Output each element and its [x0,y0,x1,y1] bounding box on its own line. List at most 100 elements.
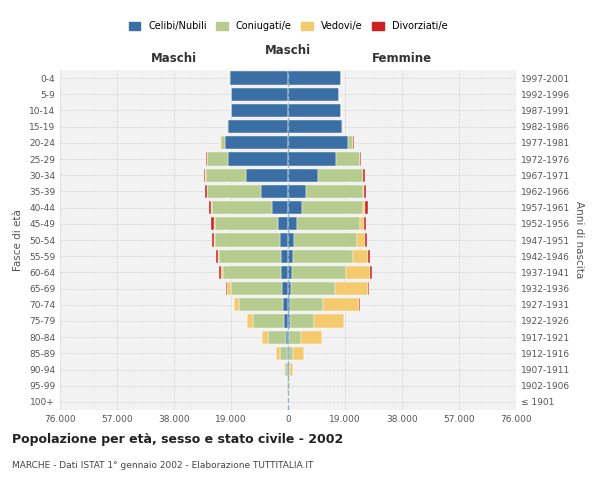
Bar [284,314,288,328]
Bar [262,330,268,344]
Bar [293,250,353,263]
Bar [288,104,341,117]
Bar [348,136,353,149]
Bar [363,201,365,214]
Bar [215,217,277,230]
Bar [214,234,215,246]
Bar [209,201,211,214]
Text: Maschi: Maschi [151,52,197,65]
Bar [219,250,281,263]
Bar [283,298,288,312]
Bar [365,234,367,246]
Y-axis label: Fasce di età: Fasce di età [13,209,23,271]
Bar [228,152,288,166]
Bar [216,250,218,263]
Bar [290,298,323,312]
Bar [205,168,246,182]
Bar [288,152,336,166]
Bar [281,266,288,279]
Bar [288,217,297,230]
Bar [363,185,364,198]
Bar [289,379,290,392]
Bar [357,234,365,246]
Bar [364,185,366,198]
Bar [288,185,306,198]
Bar [353,250,367,263]
Bar [323,298,359,312]
Bar [286,363,287,376]
Bar [288,250,293,263]
Bar [346,266,370,279]
Bar [290,314,314,328]
Bar [229,72,288,85]
Bar [288,168,318,182]
Bar [261,185,288,198]
Bar [246,168,288,182]
Bar [218,266,221,279]
Bar [290,363,293,376]
Bar [288,72,341,85]
Bar [302,201,363,214]
Bar [336,152,360,166]
Bar [231,282,282,295]
Bar [287,379,288,392]
Bar [225,136,288,149]
Bar [314,314,344,328]
Bar [204,168,205,182]
Bar [286,330,288,344]
Bar [367,250,370,263]
Bar [280,346,287,360]
Bar [247,314,253,328]
Bar [212,234,214,246]
Bar [215,234,280,246]
Bar [287,346,288,360]
Bar [288,346,289,360]
Bar [205,185,207,198]
Bar [288,234,294,246]
Bar [277,217,288,230]
Bar [289,363,290,376]
Bar [268,330,286,344]
Bar [289,346,293,360]
Bar [212,201,271,214]
Text: Popolazione per età, sesso e stato civile - 2002: Popolazione per età, sesso e stato civil… [12,432,343,446]
Bar [293,346,304,360]
Bar [223,266,281,279]
Bar [292,266,346,279]
Bar [318,168,363,182]
Bar [306,185,363,198]
Bar [282,282,288,295]
Text: MARCHE - Dati ISTAT 1° gennaio 2002 - Elaborazione TUTTITALIA.IT: MARCHE - Dati ISTAT 1° gennaio 2002 - El… [12,460,313,469]
Bar [207,185,261,198]
Bar [294,234,357,246]
Bar [370,266,372,279]
Y-axis label: Anni di nascita: Anni di nascita [574,202,584,278]
Bar [335,282,367,295]
Bar [288,282,291,295]
Bar [281,250,288,263]
Bar [284,363,286,376]
Bar [288,120,342,134]
Bar [239,298,283,312]
Bar [211,217,214,230]
Bar [226,282,227,295]
Bar [288,330,289,344]
Bar [360,217,364,230]
Bar [253,314,284,328]
Bar [288,298,290,312]
Bar [365,201,367,214]
Bar [297,217,360,230]
Legend: Celibi/Nubili, Coniugati/e, Vedovi/e, Divorziati/e: Celibi/Nubili, Coniugati/e, Vedovi/e, Di… [125,17,451,35]
Bar [288,88,339,101]
Bar [280,234,288,246]
Bar [228,120,288,134]
Bar [342,120,343,134]
Bar [288,314,290,328]
Bar [289,330,301,344]
Text: Femmine: Femmine [372,52,432,65]
Bar [207,152,228,166]
Bar [287,363,288,376]
Bar [271,201,288,214]
Bar [276,346,280,360]
Bar [291,282,335,295]
